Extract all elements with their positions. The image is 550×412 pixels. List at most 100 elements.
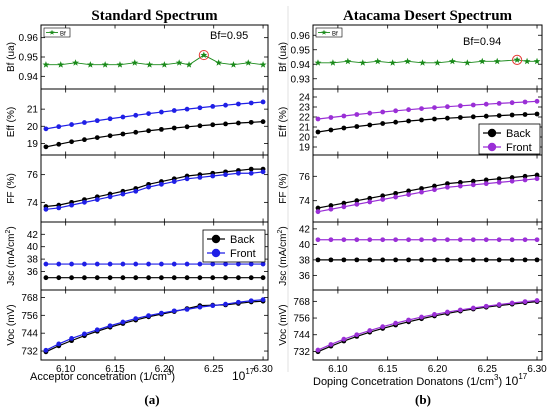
bf-annotation: Bf=0.95: [210, 30, 248, 42]
y-tick-label: 40: [27, 242, 39, 253]
y-tick-label: 0.95: [291, 45, 311, 56]
data-point: [354, 257, 360, 263]
data-point: [120, 191, 126, 197]
plot-frame: [312, 289, 543, 361]
data-point: [406, 192, 411, 198]
data-point: [120, 114, 126, 120]
plot-frame: [312, 221, 543, 291]
data-point: [509, 100, 515, 106]
data-point: [432, 257, 437, 263]
subplot-eff: 19 20 21 Eff (%): [6, 88, 269, 156]
data-point: [82, 120, 87, 125]
data-point: [509, 237, 515, 243]
series-line-front: [45, 299, 264, 351]
y-axis-label-text: Eff (%): [6, 107, 17, 137]
data-point: [197, 123, 203, 129]
data-point: [328, 127, 334, 133]
y-axis-label-sup: 2: [5, 230, 12, 234]
data-point: [534, 111, 540, 117]
data-point: [235, 299, 241, 305]
data-point: [483, 113, 489, 119]
data-point: [470, 257, 476, 263]
data-point: [393, 194, 399, 200]
data-point: [82, 199, 87, 205]
series-line-bf: [317, 59, 538, 64]
y-tick-label: 76: [299, 172, 311, 183]
data-point: [315, 129, 321, 135]
data-point-star: [86, 61, 94, 68]
data-point: [406, 237, 411, 243]
plot-frame: [40, 289, 269, 361]
data-point: [380, 121, 386, 126]
data-point: [133, 129, 139, 135]
y-tick-label: 0.96: [19, 33, 39, 44]
data-point: [120, 275, 126, 281]
data-point: [509, 257, 515, 263]
y-axis-label-text: Bf (ua): [278, 42, 289, 72]
data-point: [184, 275, 190, 281]
data-point: [445, 237, 450, 243]
data-point: [120, 319, 126, 325]
data-point: [445, 309, 450, 315]
data-point-star: [116, 61, 124, 68]
data-point-star: [329, 59, 337, 66]
y-tick-label: 36: [27, 267, 39, 278]
y-tick-label: 22: [299, 113, 311, 124]
data-point: [133, 316, 139, 321]
data-point: [56, 124, 62, 130]
data-point: [210, 275, 216, 281]
subplot-jsc: 36 38 40 42 Jsc (mA/cm2): [277, 221, 543, 291]
data-point: [197, 275, 203, 281]
y-axis-label-sup: 2: [277, 230, 284, 234]
y-axis-label-text: Jsc (mA/cm: [278, 234, 289, 286]
data-point: [210, 122, 216, 128]
data-point: [483, 101, 489, 107]
y-axis-label-close: ): [278, 226, 289, 229]
y-axis-label-close: ): [6, 226, 17, 229]
subplot-ff: 74 76 FF (%): [278, 154, 543, 223]
y-axis-label-text: Eff (%): [278, 107, 289, 137]
y-axis-label-text: Jsc (mA/cm: [6, 234, 17, 286]
data-point: [159, 275, 164, 281]
data-point: [223, 121, 228, 127]
data-point: [69, 335, 74, 341]
data-point: [341, 125, 347, 131]
data-point: [248, 100, 254, 106]
plot-frame: [312, 154, 543, 223]
data-point: [171, 179, 177, 184]
x-axis-label-close: ): [498, 376, 502, 388]
data-point: [171, 125, 177, 131]
data-point: [393, 119, 399, 125]
data-point: [457, 115, 463, 120]
data-point: [82, 261, 87, 267]
data-point: [120, 261, 126, 267]
data-point-star: [259, 61, 267, 68]
data-point: [341, 336, 347, 342]
x-multiplier-exp: 17: [245, 367, 254, 376]
data-point: [509, 175, 515, 180]
data-point: [82, 275, 87, 281]
data-point: [470, 102, 476, 108]
series-line-front: [317, 178, 538, 213]
legend-label-back: Back: [506, 128, 531, 140]
x-tick-label: 6.10: [56, 364, 76, 375]
data-point: [496, 257, 502, 263]
y-axis-label: FF (%): [278, 173, 289, 204]
data-point: [522, 177, 528, 183]
subplot-ff: 74 76 FF (%): [6, 154, 269, 223]
data-point: [367, 199, 373, 205]
data-point: [159, 310, 164, 316]
data-point: [146, 184, 151, 190]
x-tick-label: 6.20: [428, 364, 448, 375]
legend-marker: [211, 234, 221, 244]
data-point: [432, 105, 437, 110]
x-axis-label-sup: 3: [167, 368, 172, 377]
data-point: [184, 176, 190, 182]
data-point: [328, 257, 334, 263]
data-point: [159, 181, 164, 187]
y-tick-label: 42: [299, 224, 311, 235]
series-line-front: [317, 100, 538, 120]
subplot-voc: 732 744 756 768 6.10 6.15 6.20 6.25 6.30 Voc (mV): [6, 289, 273, 375]
y-tick-label: 768: [293, 297, 310, 308]
data-point: [171, 275, 177, 281]
